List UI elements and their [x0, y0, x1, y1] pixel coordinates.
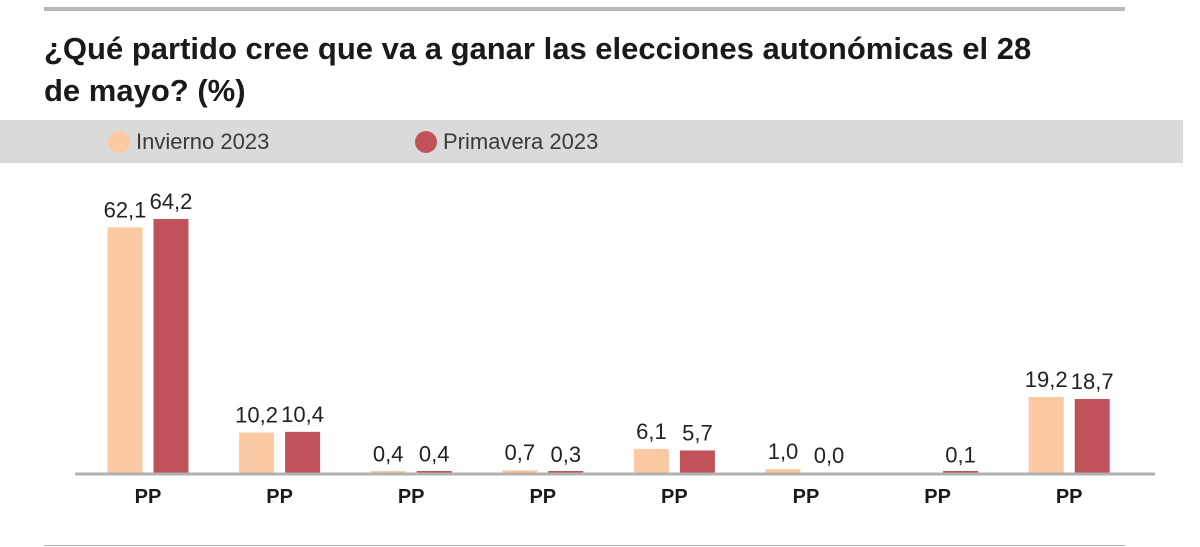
- bottom-rule: [44, 545, 1125, 546]
- category-label-7: PP: [924, 486, 951, 508]
- top-rule: [44, 7, 1125, 11]
- data-label-primavera-1: 64,2: [150, 189, 193, 214]
- legend-swatch-invierno: [108, 130, 130, 153]
- bar-invierno-4: [502, 470, 538, 473]
- data-label-primavera-7: 0,1: [945, 443, 976, 468]
- data-label-invierno-6: 1,0: [768, 439, 799, 464]
- legend-item-primavera: Primavera 2023: [415, 120, 598, 163]
- bar-primavera-5: [679, 450, 715, 473]
- data-label-invierno-2: 10,2: [235, 403, 278, 428]
- bar-primavera-8: [1074, 399, 1110, 473]
- data-label-primavera-3: 0,4: [419, 441, 450, 466]
- chart-title: ¿Qué partido cree que va a ganar las ele…: [44, 31, 1032, 108]
- bar-primavera-7: [943, 471, 979, 473]
- category-label-8: PP: [1056, 486, 1083, 508]
- data-label-invierno-3: 0,4: [373, 441, 404, 466]
- bar-invierno-8: [1028, 397, 1064, 473]
- category-label-6: PP: [793, 486, 820, 508]
- category-label-3: PP: [398, 486, 425, 508]
- data-label-primavera-2: 10,4: [281, 402, 324, 427]
- category-label-4: PP: [529, 486, 556, 508]
- bar-primavera-3: [416, 471, 452, 473]
- bar-primavera-1: [153, 219, 189, 473]
- data-label-primavera-6: 0,0: [814, 443, 845, 468]
- data-label-invierno-8: 19,2: [1025, 367, 1068, 392]
- legend-label-primavera: Primavera 2023: [443, 128, 599, 154]
- data-label-primavera-8: 18,7: [1071, 369, 1114, 394]
- data-label-invierno-5: 6,1: [636, 419, 667, 444]
- legend: Invierno 2023 Primavera 2023: [0, 120, 1183, 163]
- bar-primavera-2: [285, 431, 321, 473]
- category-label-5: PP: [661, 486, 688, 508]
- legend-label-invierno: Invierno 2023: [136, 128, 270, 154]
- bar-invierno-2: [239, 432, 275, 473]
- bar-primavera-4: [548, 471, 584, 473]
- data-label-invierno-4: 0,7: [505, 440, 536, 465]
- data-label-invierno-1: 62,1: [104, 197, 147, 222]
- bar-invierno-6: [765, 469, 801, 473]
- data-label-primavera-5: 5,7: [682, 420, 713, 445]
- legend-item-invierno: Invierno 2023: [108, 120, 269, 163]
- legend-swatch-primavera: [415, 130, 437, 153]
- bar-invierno-3: [370, 471, 406, 473]
- category-label-2: PP: [266, 486, 293, 508]
- category-label-1: PP: [135, 486, 162, 508]
- bar-invierno-5: [633, 448, 669, 473]
- data-label-primavera-4: 0,3: [551, 442, 582, 467]
- bar-invierno-1: [107, 227, 143, 473]
